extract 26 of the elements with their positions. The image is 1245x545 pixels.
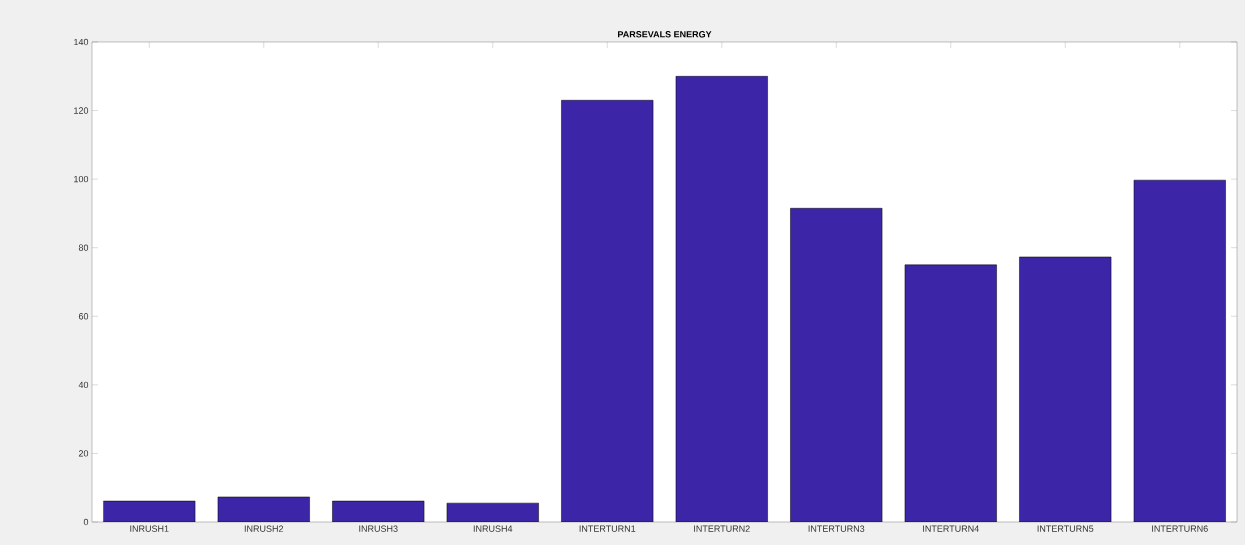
x-tick-label: INRUSH2 [244,525,284,532]
x-tick-label: INRUSH3 [359,525,398,532]
y-tick-label: 40 [78,381,89,389]
y-tick-label: 140 [74,38,89,46]
x-tick-label: INTERTURN2 [694,525,750,532]
x-tick-label: INTERTURN4 [923,525,979,532]
bar [904,264,997,522]
bar [1133,179,1226,522]
bar [217,496,310,522]
x-tick-label: INTERTURN6 [1152,525,1208,532]
y-tick-label: 0 [83,518,89,526]
x-tick-label: INTERTURN1 [579,525,636,532]
bar [790,208,883,522]
y-tick-label: 100 [74,175,89,183]
x-tick-label: INTERTURN5 [1037,525,1094,532]
chart-title: PARSEVALS ENERGY [618,31,712,38]
bar [1019,256,1112,522]
y-tick-label: 60 [78,313,89,320]
y-tick-label: 20 [78,450,89,457]
y-tick-label: 80 [78,244,89,251]
bar [561,100,654,522]
x-tick-label: INRUSH4 [473,525,513,532]
x-tick-label: INRUSH1 [130,525,169,532]
x-tick-label: INTERTURN3 [808,525,865,532]
bar [675,76,768,522]
y-tick-label: 120 [74,107,89,114]
